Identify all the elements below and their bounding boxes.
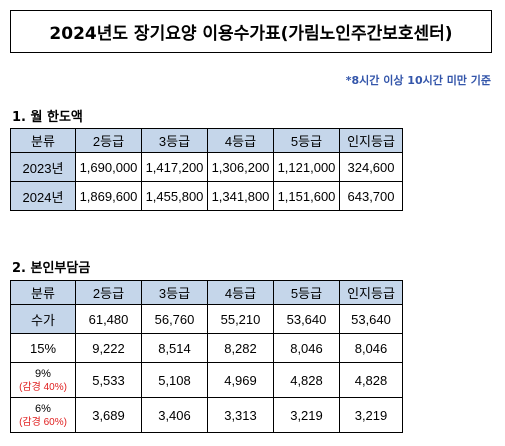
table-cell: 53,640 bbox=[339, 304, 403, 334]
table-cell: 4,969 bbox=[207, 362, 274, 398]
table-header-row: 분류 2등급 3등급 4등급 5등급 인지등급 bbox=[10, 128, 403, 153]
table-cell: 1,306,200 bbox=[207, 152, 274, 182]
page-title-box: 2024년도 장기요양 이용수가표(가림노인주간보호센터) bbox=[10, 10, 492, 53]
table-cell: 8,046 bbox=[273, 333, 340, 363]
table-cell: 56,760 bbox=[141, 304, 208, 334]
table-cell: 643,700 bbox=[339, 181, 403, 211]
table-cell: 4,828 bbox=[339, 362, 403, 398]
row-label: 2023년 bbox=[10, 152, 76, 182]
column-header: 분류 bbox=[10, 280, 76, 305]
column-header: 3등급 bbox=[141, 128, 208, 153]
row-label: 15% bbox=[10, 333, 76, 363]
table-cell: 5,108 bbox=[141, 362, 208, 398]
table-cell: 8,046 bbox=[339, 333, 403, 363]
page-title: 2024년도 장기요양 이용수가표(가림노인주간보호센터) bbox=[49, 24, 453, 44]
column-header: 인지등급 bbox=[339, 280, 403, 305]
copayment-heading: 2. 본인부담금 bbox=[12, 261, 91, 276]
table-cell: 1,151,600 bbox=[273, 181, 340, 211]
table-row: 15% 9,222 8,514 8,282 8,046 8,046 bbox=[10, 333, 403, 363]
table-cell: 3,689 bbox=[75, 397, 142, 433]
table-cell: 1,869,600 bbox=[75, 181, 142, 211]
monthly-limit-table: 분류 2등급 3등급 4등급 5등급 인지등급 2023년 1,690,000 … bbox=[10, 128, 403, 211]
table-cell: 3,406 bbox=[141, 397, 208, 433]
column-header: 2등급 bbox=[75, 280, 142, 305]
table-header-row: 분류 2등급 3등급 4등급 5등급 인지등급 bbox=[10, 280, 403, 305]
table-cell: 3,313 bbox=[207, 397, 274, 433]
monthly-limit-heading: 1. 월 한도액 bbox=[12, 110, 83, 125]
row-label: 수가 bbox=[10, 304, 76, 334]
table-row: 수가 61,480 56,760 55,210 53,640 53,640 bbox=[10, 304, 403, 334]
table-row: 2023년 1,690,000 1,417,200 1,306,200 1,12… bbox=[10, 152, 403, 182]
column-header: 5등급 bbox=[273, 128, 340, 153]
column-header: 4등급 bbox=[207, 128, 274, 153]
table-cell: 1,690,000 bbox=[75, 152, 142, 182]
table-cell: 61,480 bbox=[75, 304, 142, 334]
column-header: 5등급 bbox=[273, 280, 340, 305]
table-row: 6% (감경 60%) 3,689 3,406 3,313 3,219 3,21… bbox=[10, 397, 403, 433]
table-cell: 1,341,800 bbox=[207, 181, 274, 211]
table-row: 9% (감경 40%) 5,533 5,108 4,969 4,828 4,82… bbox=[10, 362, 403, 398]
table-cell: 324,600 bbox=[339, 152, 403, 182]
reduction-label: (감경 40%) bbox=[19, 381, 67, 393]
table-cell: 53,640 bbox=[273, 304, 340, 334]
table-cell: 55,210 bbox=[207, 304, 274, 334]
rate-label: 6% bbox=[35, 402, 51, 415]
table-row: 2024년 1,869,600 1,455,800 1,341,800 1,15… bbox=[10, 181, 403, 211]
table-cell: 3,219 bbox=[273, 397, 340, 433]
table-cell: 5,533 bbox=[75, 362, 142, 398]
table-cell: 9,222 bbox=[75, 333, 142, 363]
table-cell: 1,455,800 bbox=[141, 181, 208, 211]
column-header: 4등급 bbox=[207, 280, 274, 305]
table-cell: 8,282 bbox=[207, 333, 274, 363]
basis-note: *8시간 이상 10시간 미만 기준 bbox=[345, 74, 491, 87]
table-cell: 4,828 bbox=[273, 362, 340, 398]
table-cell: 1,417,200 bbox=[141, 152, 208, 182]
copayment-table: 분류 2등급 3등급 4등급 5등급 인지등급 수가 61,480 56,760… bbox=[10, 280, 403, 433]
table-cell: 1,121,000 bbox=[273, 152, 340, 182]
row-label: 2024년 bbox=[10, 181, 76, 211]
column-header: 분류 bbox=[10, 128, 76, 153]
column-header: 인지등급 bbox=[339, 128, 403, 153]
reduction-label: (감경 60%) bbox=[19, 416, 67, 428]
row-label: 6% (감경 60%) bbox=[10, 397, 76, 433]
row-label: 9% (감경 40%) bbox=[10, 362, 76, 398]
table-cell: 3,219 bbox=[339, 397, 403, 433]
table-cell: 8,514 bbox=[141, 333, 208, 363]
column-header: 2등급 bbox=[75, 128, 142, 153]
rate-label: 9% bbox=[35, 367, 51, 380]
column-header: 3등급 bbox=[141, 280, 208, 305]
